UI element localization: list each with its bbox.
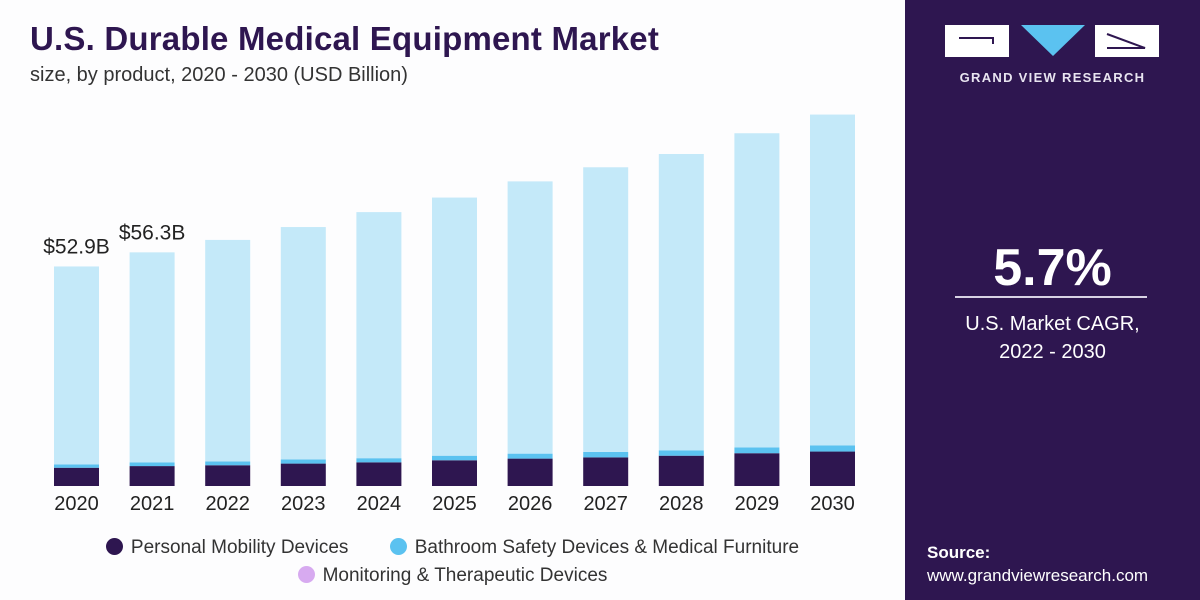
x-tick-label: 2022 <box>205 493 250 515</box>
source-label: Source: <box>927 543 991 562</box>
bar-2025-series-3 <box>432 197 477 456</box>
bar-2028-series-2 <box>658 450 704 456</box>
source-link[interactable]: www.grandviewresearch.com <box>927 566 1149 585</box>
bar-2020-series-1 <box>54 467 99 486</box>
legend-row-2: Monitoring & Therapeutic Devices <box>0 565 905 587</box>
legend-swatch-personal-mobility <box>105 538 123 555</box>
bar-2026-series-2 <box>507 453 553 459</box>
bar-2026-series-3 <box>507 181 553 454</box>
bar-2029-series-3 <box>734 133 780 448</box>
x-tick-label: 2029 <box>735 493 780 515</box>
legend-item-monitoring: Monitoring & Therapeutic Devices <box>297 565 608 587</box>
bar-2023-series-2 <box>280 459 326 464</box>
bar-2021-series-1 <box>129 466 175 486</box>
bar-2022-series-1 <box>205 465 251 486</box>
bar-2021-series-3 <box>129 252 175 463</box>
x-tick-label: 2021 <box>130 493 175 515</box>
legend-item-personal-mobility: Personal Mobility Devices <box>105 537 349 559</box>
bar-2020-series-2 <box>54 464 99 468</box>
x-tick-label: 2025 <box>432 493 477 515</box>
legend-item-bathroom-safety: Bathroom Safety Devices & Medical Furnit… <box>389 537 800 559</box>
data-label-2021: $56.3B <box>119 221 186 244</box>
bar-2025-series-2 <box>432 455 477 461</box>
bar-2020-series-3 <box>54 266 99 465</box>
brand-name: GRAND VIEW RESEARCH <box>959 70 1146 85</box>
bar-2024-series-1 <box>356 462 402 486</box>
cagr-label-line-2: 2022 - 2030 <box>999 341 1106 363</box>
bar-2030-series-3 <box>810 114 855 446</box>
chart-title: U.S. Durable Medical Equipment Market <box>30 20 660 57</box>
chart-panel: 2020 2021 2022 2023 2024 2025 2026 2027 2028 2029… <box>0 20 905 587</box>
cagr-value: 5.7% <box>993 239 1112 297</box>
x-tick-label: 2023 <box>281 493 326 515</box>
legend-label: Bathroom Safety Devices & Medical Furnit… <box>414 537 800 558</box>
legend-label: Personal Mobility Devices <box>130 537 349 558</box>
bar-2025-series-1 <box>432 460 477 486</box>
legend-swatch-bathroom-safety <box>389 538 407 555</box>
cagr-label-line-1: U.S. Market CAGR, <box>965 313 1140 335</box>
chart-subtitle: size, by product, 2020 - 2030 (USD Billi… <box>30 64 408 86</box>
x-tick-label: 2028 <box>659 493 704 515</box>
cagr-label: U.S. Market CAGR, 2022 - 2030 <box>905 310 1200 366</box>
grand-view-research-logo-icon <box>945 25 1159 57</box>
bar-2030-series-1 <box>810 451 855 486</box>
data-label-2020: $52.9B <box>43 235 110 258</box>
x-tick-label: 2027 <box>583 493 628 515</box>
x-tick-label: 2024 <box>357 493 402 515</box>
bar-2028-series-1 <box>658 455 704 486</box>
bar-2021-series-2 <box>129 462 175 467</box>
bar-2023-series-3 <box>280 227 326 460</box>
bar-2026-series-1 <box>507 458 553 486</box>
bar-2027-series-2 <box>583 451 629 458</box>
divider <box>955 296 1147 298</box>
sidebar-panel: GRAND VIEW RESEARCH 5.7% U.S. Market CAG… <box>905 0 1200 600</box>
x-tick-label: 2020 <box>54 493 99 515</box>
bar-2023-series-1 <box>280 463 326 486</box>
bar-2029-series-1 <box>734 453 780 486</box>
legend: Personal Mobility Devices Bathroom Safet… <box>0 537 905 559</box>
stacked-bar-chart: 2020 2021 2022 2023 2024 2025 2026 2027 2028 2029… <box>43 114 855 515</box>
legend-label: Monitoring & Therapeutic Devices <box>322 565 608 586</box>
bar-2029-series-2 <box>734 447 780 454</box>
bar-2022-series-3 <box>205 239 251 462</box>
x-tick-label: 2026 <box>508 493 553 515</box>
bar-2027-series-1 <box>583 457 629 486</box>
x-tick-label: 2030 <box>810 493 855 515</box>
bar-2027-series-3 <box>583 167 629 452</box>
bar-2024-series-2 <box>356 458 402 463</box>
legend-swatch-monitoring <box>297 566 315 583</box>
bar-2022-series-2 <box>205 461 251 466</box>
bar-2024-series-3 <box>356 212 402 459</box>
bar-2028-series-3 <box>658 154 704 451</box>
bar-2030-series-2 <box>810 445 855 452</box>
